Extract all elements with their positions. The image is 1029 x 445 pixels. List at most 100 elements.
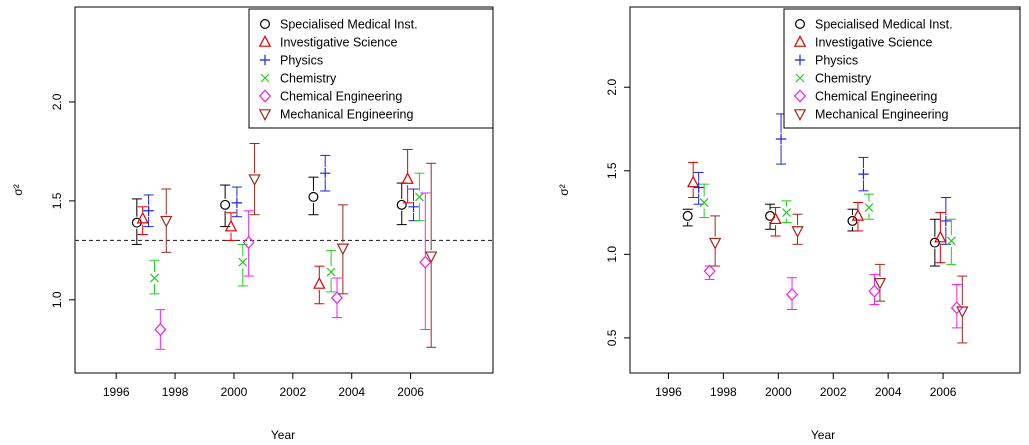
data-point — [320, 167, 331, 179]
data-point — [940, 215, 952, 227]
y-tick-label: 1.0 — [50, 291, 64, 308]
x-axis-title: Year — [811, 428, 835, 442]
legend-marker — [258, 89, 272, 103]
y-tick-label: 2.0 — [605, 79, 619, 96]
legend-label: Chemical Engineering — [815, 90, 937, 104]
error-bar — [337, 204, 348, 295]
data-point — [220, 199, 231, 210]
error-bar — [946, 218, 957, 265]
error-bar — [231, 186, 242, 218]
error-bar — [326, 249, 337, 293]
legend-marker — [795, 73, 805, 83]
y-tick-label: 1.5 — [50, 192, 64, 209]
series-investigative-science — [136, 148, 414, 305]
x-tick-label: 2000 — [221, 385, 248, 399]
data-point — [858, 168, 869, 180]
legend-label: Investigative Science — [815, 36, 932, 50]
data-point — [154, 322, 167, 337]
x-tick-label: 2004 — [338, 385, 365, 399]
data-point — [224, 219, 238, 232]
data-point — [248, 174, 261, 187]
legend: Specialised Medical Inst. Investigative S… — [783, 8, 1021, 129]
data-point — [414, 192, 424, 202]
legend-marker — [794, 19, 805, 30]
data-point — [956, 306, 969, 319]
error-bar — [155, 309, 166, 350]
error-bar — [249, 143, 260, 216]
x-tick-label: 2002 — [279, 385, 306, 399]
series-chemistry — [699, 183, 957, 265]
error-bar — [787, 277, 798, 310]
data-point — [851, 208, 865, 221]
data-point — [242, 235, 255, 250]
data-point — [330, 291, 343, 305]
y-tick-label: 0.5 — [605, 329, 619, 346]
data-point — [791, 226, 804, 238]
error-bar — [781, 200, 792, 224]
error-bar — [320, 154, 331, 192]
legend-box — [248, 8, 494, 129]
legend-label: Mechanical Engineering — [280, 108, 413, 122]
error-bar — [237, 243, 248, 287]
error-bar — [699, 183, 710, 219]
legend-label: Chemical Engineering — [280, 90, 402, 104]
data-point — [775, 133, 787, 145]
error-bar — [426, 162, 437, 348]
error-bar — [874, 263, 885, 302]
x-tick-label: 1996 — [655, 385, 682, 399]
data-point — [238, 257, 248, 267]
y-tick-label: 2.0 — [50, 93, 64, 110]
error-bar — [710, 215, 721, 267]
data-point — [396, 199, 407, 210]
error-bar — [765, 203, 776, 230]
data-point — [136, 211, 149, 224]
error-bar — [951, 283, 962, 329]
error-bar — [957, 275, 968, 344]
series-chemistry — [149, 172, 425, 295]
legend-marker — [259, 54, 271, 66]
legend-marker — [260, 73, 270, 83]
error-bar — [792, 213, 803, 245]
legend-marker — [260, 19, 271, 30]
y-axis-title: σ² — [11, 184, 25, 195]
error-bar — [693, 171, 704, 205]
legend-box — [783, 8, 1021, 129]
data-point — [864, 203, 874, 212]
data-point — [231, 197, 243, 209]
error-bar — [852, 202, 863, 232]
error-bar — [314, 265, 325, 305]
data-point — [786, 287, 799, 302]
error-bar — [243, 210, 254, 277]
error-bar — [869, 273, 880, 305]
data-point — [868, 284, 881, 298]
data-point — [336, 243, 350, 256]
error-bar — [308, 176, 319, 216]
legend-label: Mechanical Engineering — [815, 108, 948, 122]
x-tick-label: 2004 — [875, 385, 902, 399]
data-point — [326, 267, 336, 277]
series-mechanical-engineering — [708, 213, 969, 344]
series-investigative-science — [686, 161, 947, 264]
legend-marker — [793, 109, 807, 121]
y-tick-label: 1.5 — [605, 162, 619, 179]
x-tick-label: 2006 — [930, 385, 957, 399]
error-bar — [688, 161, 699, 199]
plot-frame — [629, 6, 1021, 374]
legend-label: Chemistry — [280, 72, 337, 86]
data-point — [686, 175, 700, 188]
plot-frame — [74, 6, 494, 374]
error-bar — [131, 198, 142, 245]
x-tick-label: 1998 — [710, 385, 737, 399]
series-specialised-medical-inst — [131, 176, 407, 245]
legend-marker — [794, 54, 806, 66]
x-tick-label: 2006 — [397, 385, 424, 399]
data-point — [682, 210, 693, 221]
error-bar — [149, 259, 160, 295]
error-bar — [940, 197, 951, 245]
error-bar — [682, 208, 693, 227]
x-tick-label: 1998 — [162, 385, 189, 399]
error-bar — [402, 148, 413, 204]
y-axis-title: σ² — [557, 184, 571, 195]
chart-panel-1: 1996 1998 2000 2002 2004 2006 1.0 1.5 2.0 Year σ² S… — [11, 6, 494, 442]
error-bar — [929, 218, 940, 267]
